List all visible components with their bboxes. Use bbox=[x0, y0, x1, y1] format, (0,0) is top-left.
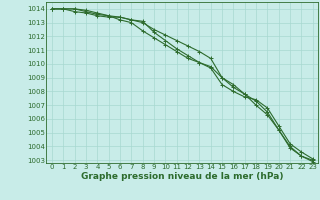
X-axis label: Graphe pression niveau de la mer (hPa): Graphe pression niveau de la mer (hPa) bbox=[81, 172, 284, 181]
